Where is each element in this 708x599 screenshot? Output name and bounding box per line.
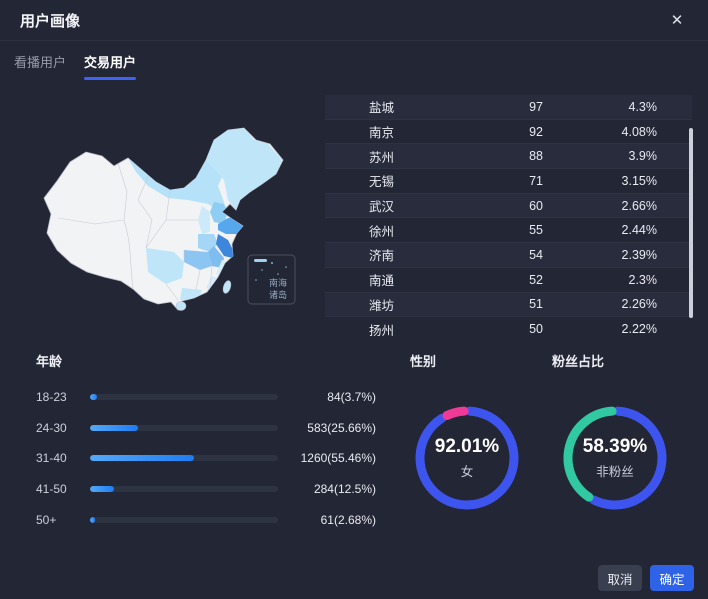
city-percent: 2.39% — [621, 247, 657, 262]
age-bar-fill — [90, 516, 96, 523]
table-row[interactable]: 潍坊 51 2.26% — [325, 291, 692, 317]
age-row: 18-23 84(3.7%) — [36, 382, 376, 413]
fans-donut-chart[interactable] — [560, 403, 670, 513]
city-count: 88 — [529, 149, 543, 164]
city-percent: 2.66% — [621, 198, 657, 213]
inset-label-line2: 诸岛 — [269, 289, 287, 300]
active-tab-underline — [84, 77, 137, 80]
age-bar-fill — [90, 424, 139, 431]
age-row: 31-40 1260(55.46%) — [36, 443, 376, 474]
table-row[interactable]: 苏州 88 3.9% — [325, 143, 692, 169]
table-row[interactable]: 武汉 60 2.66% — [325, 192, 692, 218]
map-south-sea-inset: 南海 诸岛 — [247, 254, 296, 305]
table-row[interactable]: 徐州 55 2.44% — [325, 217, 692, 242]
age-row: 41-50 284(12.5%) — [36, 474, 376, 505]
age-bar-track — [90, 486, 278, 493]
age-range-label: 18-23 — [36, 390, 67, 405]
city-count: 52 — [529, 272, 543, 287]
age-row: 24-30 583(25.66%) — [36, 413, 376, 444]
city-name: 徐州 — [369, 224, 395, 239]
city-count: 55 — [529, 223, 543, 238]
tab-bar: 看播用户 交易用户 — [14, 52, 137, 80]
city-count: 92 — [529, 124, 543, 139]
tab-watch-users-label: 看播用户 — [14, 55, 67, 70]
tab-watch-users[interactable]: 看播用户 — [14, 52, 66, 80]
age-bar-chart: 18-23 84(3.7%) 24-30 583(25.66%) 31-40 1260(5… — [36, 382, 376, 535]
age-bar-fill — [90, 394, 97, 401]
city-name: 盐城 — [369, 101, 395, 116]
modal-header — [0, 0, 708, 41]
city-count: 60 — [529, 198, 543, 213]
age-section-title: 年龄 — [36, 354, 63, 369]
age-bar-fill — [90, 486, 114, 493]
table-row[interactable]: 南京 92 4.08% — [325, 118, 692, 144]
city-name: 潍坊 — [369, 298, 395, 313]
table-row[interactable]: 盐城 97 4.3% — [325, 95, 692, 119]
age-row: 50+ 61(2.68%) — [36, 504, 376, 535]
age-bar-track — [90, 455, 278, 462]
table-row[interactable]: 济南 54 2.39% — [325, 242, 692, 267]
age-range-label: 24-30 — [36, 420, 67, 435]
city-percent: 4.3% — [628, 99, 658, 114]
table-scrollbar[interactable] — [689, 128, 693, 318]
city-percent: 2.22% — [621, 322, 657, 337]
city-count: 97 — [529, 99, 543, 114]
city-name: 无锡 — [369, 175, 395, 190]
city-percent: 2.44% — [621, 223, 657, 238]
city-percent: 3.9% — [628, 149, 658, 164]
age-value: 583(25.66%) — [307, 420, 376, 435]
map-taiwan-island — [222, 280, 232, 294]
china-choropleth-map[interactable]: 南海 诸岛 — [0, 100, 330, 340]
city-name: 南京 — [369, 126, 395, 141]
map-province-shading — [57, 128, 282, 301]
city-count: 50 — [529, 322, 543, 337]
age-bar-track — [90, 424, 278, 431]
city-percent: 2.26% — [621, 297, 657, 312]
age-range-label: 31-40 — [36, 451, 67, 466]
city-count: 51 — [529, 297, 543, 312]
city-name: 南通 — [369, 274, 395, 289]
table-row[interactable]: 南通 52 2.3% — [325, 266, 692, 292]
donut-segment — [563, 406, 617, 502]
age-value: 284(12.5%) — [313, 482, 376, 497]
age-value: 84(3.7%) — [327, 390, 376, 405]
age-bar-track — [90, 394, 278, 401]
table-row[interactable]: 无锡 71 3.15% — [325, 168, 692, 193]
age-range-label: 50+ — [36, 512, 57, 527]
donut-segment — [442, 406, 469, 420]
age-range-label: 41-50 — [36, 482, 67, 497]
fans-section-title: 粉丝占比 — [552, 354, 605, 369]
donut-segment — [589, 406, 667, 510]
modal-title: 用户画像 — [20, 13, 81, 30]
cancel-button[interactable]: 取消 — [598, 565, 642, 591]
city-name: 扬州 — [369, 323, 395, 338]
tab-trade-users-label: 交易用户 — [84, 55, 137, 70]
gender-section-title: 性别 — [410, 354, 437, 369]
city-name: 武汉 — [369, 200, 395, 215]
city-percent: 3.15% — [621, 173, 657, 188]
donut-segment — [415, 406, 519, 510]
city-count: 54 — [529, 247, 543, 262]
age-value: 61(2.68%) — [320, 512, 376, 527]
age-value: 1260(55.46%) — [300, 451, 376, 466]
map-hainan-island — [175, 301, 187, 311]
tab-trade-users[interactable]: 交易用户 — [84, 52, 137, 80]
city-name: 苏州 — [369, 150, 395, 165]
city-count: 71 — [529, 173, 543, 188]
gender-donut-chart[interactable] — [412, 403, 522, 513]
city-percent: 2.3% — [628, 272, 658, 287]
age-bar-fill — [90, 455, 195, 462]
inset-label-line1: 南海 — [269, 277, 287, 288]
city-percent: 4.08% — [621, 124, 657, 139]
table-row[interactable]: 扬州 50 2.22% — [325, 316, 692, 341]
confirm-button[interactable]: 确定 — [650, 565, 694, 591]
age-bar-track — [90, 516, 278, 523]
city-distribution-table[interactable]: 盐城 97 4.3% 南京 92 4.08% 苏州 88 3.9% 无锡 71 3.15% 武汉 60 2.… — [325, 95, 692, 341]
close-icon[interactable]: ✕ — [670, 12, 684, 29]
city-name: 济南 — [369, 249, 395, 264]
